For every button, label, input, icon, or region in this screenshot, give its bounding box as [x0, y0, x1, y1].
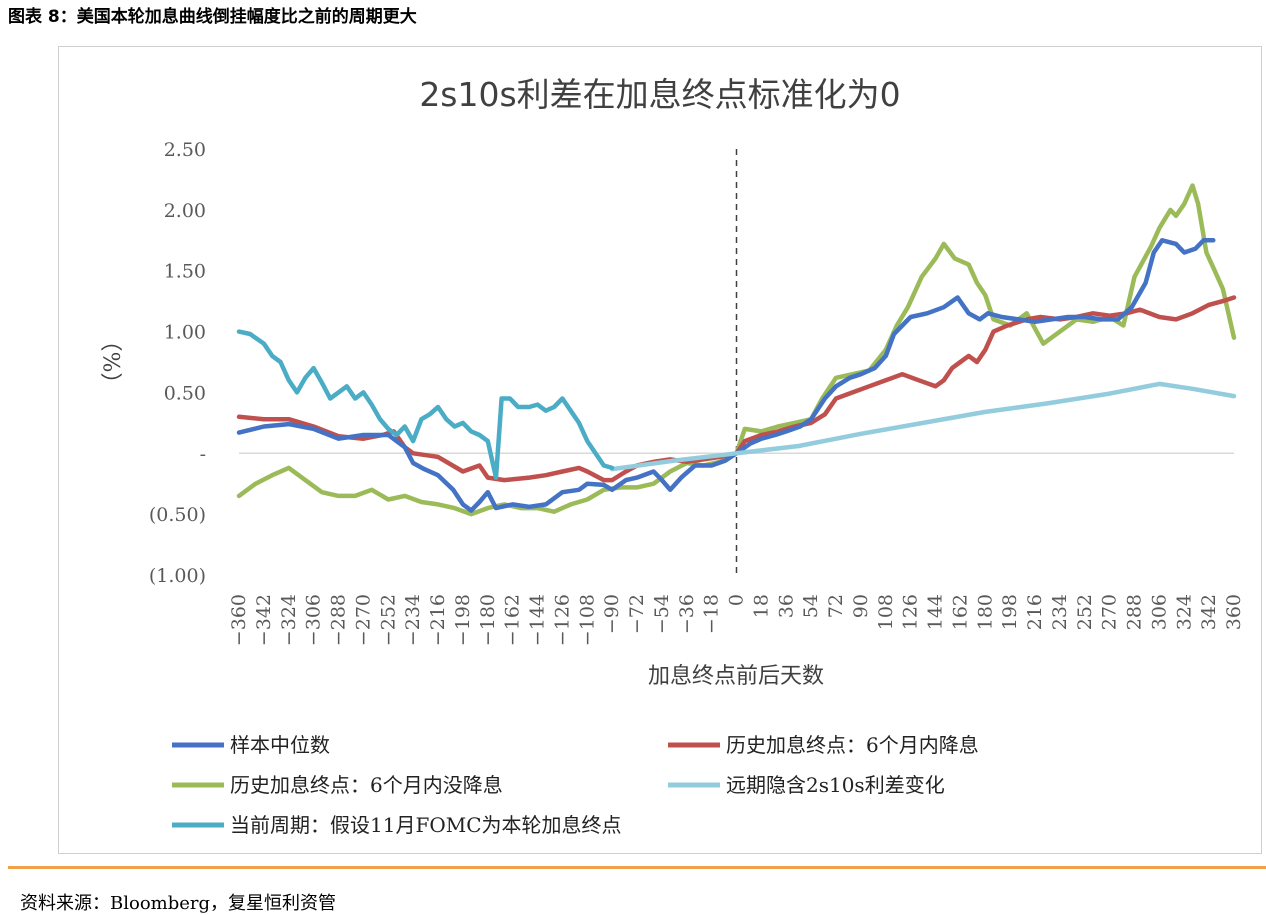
x-tick-label-0: −360 — [228, 594, 250, 646]
y-axis-title: （%） — [101, 330, 126, 395]
x-tick-label-32: 216 — [1024, 594, 1046, 630]
x-tick-label-36: 288 — [1124, 594, 1146, 630]
x-tick-label-35: 270 — [1099, 594, 1121, 630]
x-tick-label-27: 126 — [900, 594, 922, 630]
x-tick-label-31: 198 — [999, 594, 1021, 630]
y-tick-label-2: 1.50 — [164, 261, 206, 283]
x-tick-label-37: 306 — [1148, 594, 1170, 630]
x-tick-label-7: −234 — [402, 594, 424, 646]
series-group — [236, 183, 1237, 517]
x-tick-label-34: 252 — [1074, 594, 1096, 630]
legend-label-4: 当前周期：假设11月FOMC为本轮加息终点 — [230, 813, 622, 837]
chart-frame — [58, 46, 1262, 854]
x-tick-label-24: 72 — [825, 594, 847, 618]
x-tick-label-29: 162 — [949, 594, 971, 630]
y-tick-label-6: (0.50) — [149, 504, 206, 526]
x-tick-label-14: −108 — [576, 594, 598, 646]
x-tick-label-39: 342 — [1198, 594, 1220, 630]
x-tick-label-8: −216 — [427, 594, 449, 646]
series-line-4 — [236, 329, 615, 480]
x-tick-label-3: −306 — [303, 594, 325, 646]
x-tick-label-2: −324 — [278, 594, 300, 646]
x-tick-label-4: −288 — [328, 594, 350, 646]
x-axis: −360 −342 −324 −306 −288 −270 −252 −234 −216 −198… — [228, 594, 1245, 646]
x-tick-label-38: 324 — [1173, 594, 1195, 630]
x-tick-label-22: 36 — [775, 594, 797, 618]
divider-rule — [8, 866, 1266, 869]
series-line-3 — [609, 381, 1237, 472]
x-tick-label-16: −72 — [626, 594, 648, 634]
x-tick-label-20: 0 — [726, 594, 748, 606]
x-tick-label-30: 180 — [974, 594, 996, 630]
series-line-0 — [236, 238, 1216, 513]
y-tick-label-0: 2.50 — [164, 139, 206, 161]
x-tick-label-11: −162 — [502, 594, 524, 646]
x-tick-label-13: −126 — [551, 594, 573, 646]
figure-caption: 图表 8：美国本轮加息曲线倒挂幅度比之前的周期更大 — [8, 7, 417, 27]
y-tick-label-4: 0.50 — [164, 382, 206, 404]
y-tick-label-5: - — [200, 443, 206, 465]
y-tick-label-1: 2.00 — [164, 200, 206, 222]
y-tick-label-7: (1.00) — [149, 565, 206, 587]
x-tick-label-18: −36 — [676, 594, 698, 634]
x-tick-label-23: 54 — [800, 594, 822, 618]
x-tick-label-40: 360 — [1223, 594, 1245, 630]
x-tick-label-33: 234 — [1049, 594, 1071, 630]
x-tick-label-12: −144 — [527, 594, 549, 646]
x-axis-title: 加息终点前后天数 — [648, 664, 824, 689]
legend-label-2: 历史加息终点：6个月内没降息 — [230, 773, 503, 797]
chart-title: 2s10s利差在加息终点标准化为0 — [419, 75, 900, 114]
x-tick-label-26: 108 — [875, 594, 897, 630]
x-tick-label-19: −18 — [701, 594, 723, 634]
source-note: 资料来源：Bloomberg，复星恒利资管 — [20, 893, 337, 914]
x-tick-label-21: 18 — [750, 594, 772, 618]
x-tick-label-1: −342 — [253, 594, 275, 646]
x-tick-label-9: −198 — [452, 594, 474, 646]
x-tick-label-17: −54 — [651, 594, 673, 634]
x-tick-label-25: 90 — [850, 594, 872, 618]
y-tick-label-3: 1.00 — [164, 322, 206, 344]
legend-label-3: 远期隐含2s10s利差变化 — [726, 773, 945, 797]
x-tick-label-10: −180 — [477, 594, 499, 646]
x-tick-label-6: −252 — [377, 594, 399, 646]
x-tick-label-5: −270 — [352, 594, 374, 646]
x-tick-label-28: 144 — [925, 594, 947, 630]
y-axis: 2.50 2.00 1.50 1.00 0.50 - (0.50) (1.00) — [149, 139, 206, 587]
legend-label-0: 样本中位数 — [230, 733, 330, 757]
x-tick-label-15: −90 — [601, 594, 623, 634]
legend-label-1: 历史加息终点：6个月内降息 — [726, 733, 979, 757]
